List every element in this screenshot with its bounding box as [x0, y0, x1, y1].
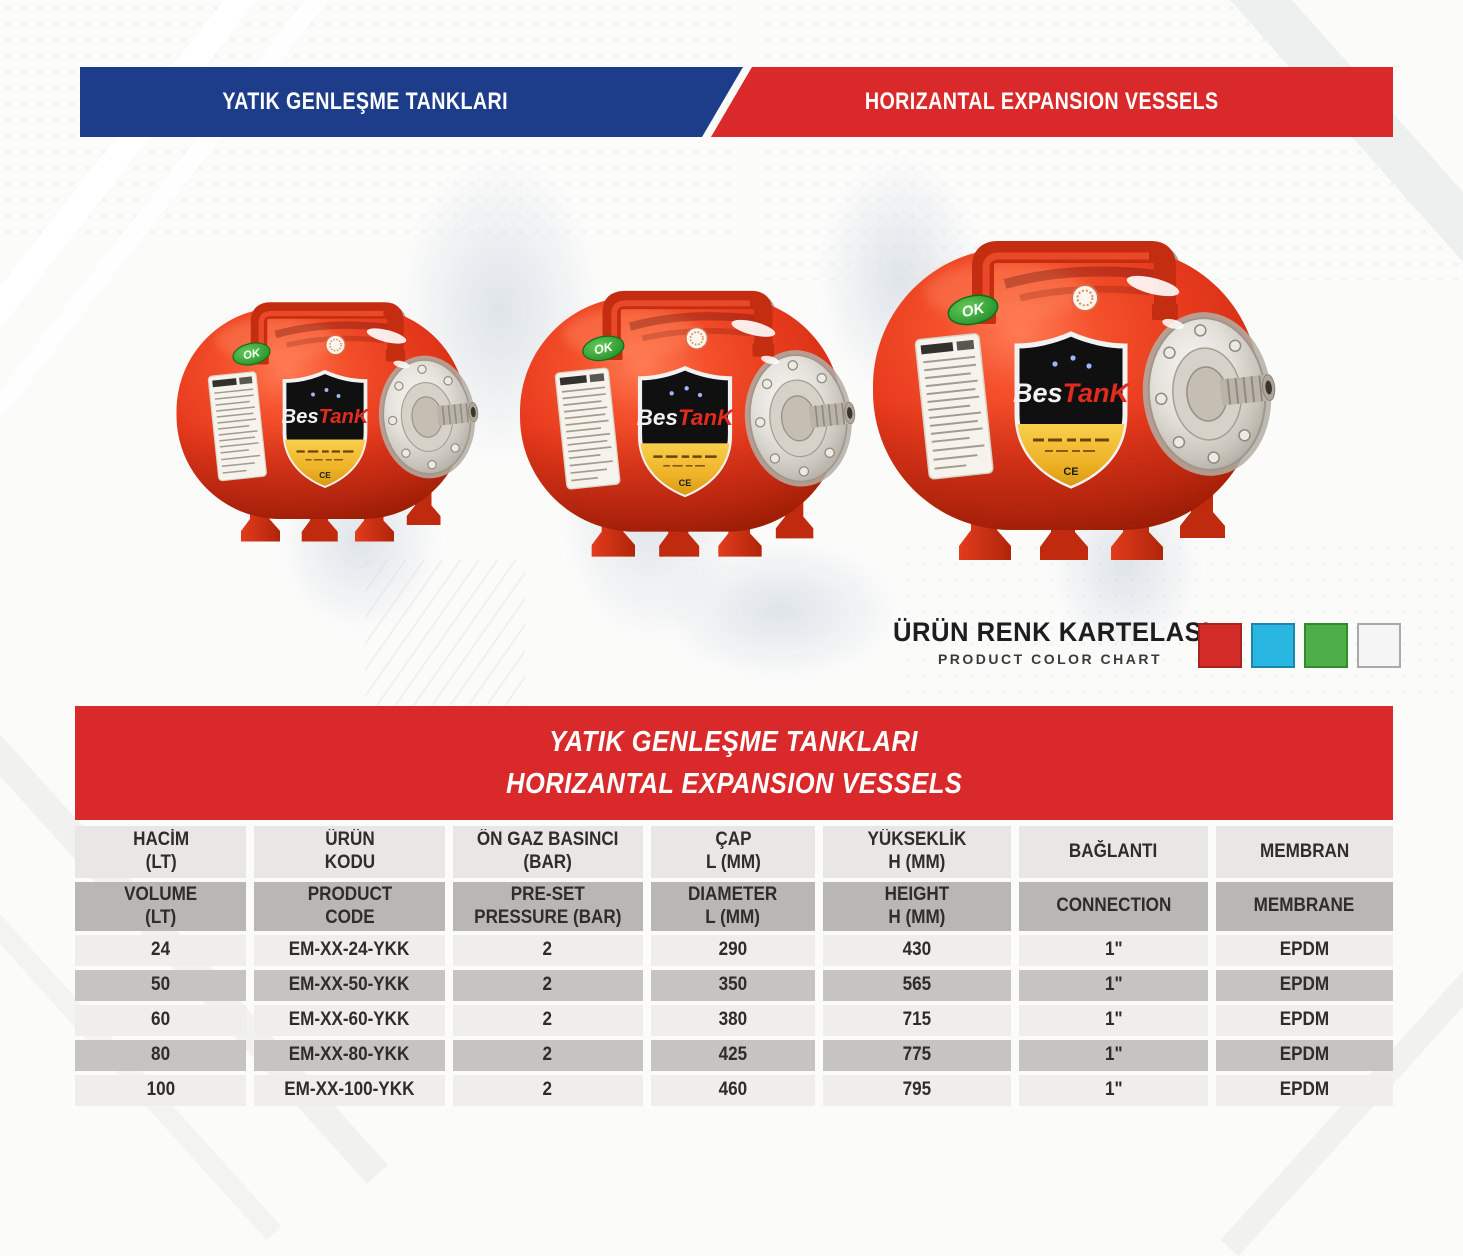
banner-english-title-text: HORIZANTAL EXPANSION VESSELS — [865, 88, 1219, 115]
table-title-line1: YATIK GENLEŞME TANKLARI — [549, 725, 919, 758]
color-swatch-cyan — [1251, 623, 1295, 668]
table-cell-r2-c1: EM-XX-60-YKK — [254, 1005, 445, 1036]
table-cell-r0-c2: 2 — [452, 935, 643, 966]
table-cell-r4-c3: 460 — [650, 1075, 816, 1106]
banner-english-title: HORIZANTAL EXPANSION VESSELS — [711, 67, 1393, 137]
color-swatch-white — [1357, 623, 1401, 668]
table-cell-r0-c1: EM-XX-24-YKK — [254, 935, 445, 966]
table-cell-r3-c6: EPDM — [1215, 1040, 1393, 1071]
product-photo-tank-small — [163, 288, 523, 558]
table-cell-r0-c4: 430 — [823, 935, 1012, 966]
product-photo-tank-large — [855, 222, 1335, 582]
table-cell-r4-c0: 100 — [75, 1075, 247, 1106]
table-header-en-0: VOLUME (LT) — [75, 882, 247, 931]
table-cell-r2-c4: 715 — [823, 1005, 1012, 1036]
diagonal-stripe-top-left-1 — [0, 0, 343, 332]
table-cell-r4-c6: EPDM — [1215, 1075, 1393, 1106]
table-cell-r3-c2: 2 — [452, 1040, 643, 1071]
table-cell-r2-c0: 60 — [75, 1005, 247, 1036]
table-cell-r1-c6: EPDM — [1215, 970, 1393, 1001]
table-cell-r1-c4: 565 — [823, 970, 1012, 1001]
table-cell-r2-c5: 1" — [1019, 1005, 1208, 1036]
table-cell-r1-c3: 350 — [650, 970, 816, 1001]
table-cell-r0-c3: 290 — [650, 935, 816, 966]
table-header-en-3: DIAMETER L (MM) — [650, 882, 816, 931]
table-cell-r3-c3: 425 — [650, 1040, 816, 1071]
table-header-tr-0: HACİM (LT) — [75, 826, 247, 878]
table-header-en-5: CONNECTION — [1019, 882, 1208, 931]
banner-turkish-title: YATIK GENLEŞME TANKLARI — [80, 67, 743, 137]
table-cell-r0-c5: 1" — [1019, 935, 1208, 966]
diagonal-lines-mid-left — [365, 560, 525, 705]
table-cell-r1-c1: EM-XX-50-YKK — [254, 970, 445, 1001]
banner-turkish-title-text: YATIK GENLEŞME TANKLARI — [222, 88, 509, 115]
table-header-tr-3: ÇAP L (MM) — [650, 826, 816, 878]
spec-table: HACİM (LT) ÜRÜN KODU ÖN GAZ BASINCI (BAR) Ç… — [75, 826, 1393, 1106]
table-cell-r0-c0: 24 — [75, 935, 247, 966]
table-cell-r4-c2: 2 — [452, 1075, 643, 1106]
table-header-en-6: MEMBRANE — [1215, 882, 1393, 931]
product-photo-tank-medium — [505, 275, 905, 575]
table-cell-r2-c2: 2 — [452, 1005, 643, 1036]
table-cell-r3-c5: 1" — [1019, 1040, 1208, 1071]
table-header-en-4: HEIGHT H (MM) — [823, 882, 1012, 931]
table-header-tr-5: BAĞLANTI — [1019, 826, 1208, 878]
table-cell-r4-c1: EM-XX-100-YKK — [254, 1075, 445, 1106]
table-header-tr-2: ÖN GAZ BASINCI (BAR) — [452, 826, 643, 878]
table-title-banner: YATIK GENLEŞME TANKLARI HORIZANTAL EXPAN… — [75, 706, 1393, 820]
table-title-line2: HORIZANTAL EXPANSION VESSELS — [505, 767, 963, 800]
table-cell-r1-c5: 1" — [1019, 970, 1208, 1001]
table-cell-r3-c4: 775 — [823, 1040, 1012, 1071]
table-header-tr-1: ÜRÜN KODU — [254, 826, 445, 878]
color-swatch-green — [1304, 623, 1348, 668]
color-chart-title-en: PRODUCT COLOR CHART — [937, 651, 1163, 667]
color-chart-title-tr: ÜRÜN RENK KARTELASI — [893, 617, 1210, 647]
table-cell-r2-c6: EPDM — [1215, 1005, 1393, 1036]
color-swatch-row — [1198, 623, 1401, 668]
table-header-tr-4: YÜKSEKLİK H (MM) — [823, 826, 1012, 878]
table-header-en-1: PRODUCT CODE — [254, 882, 445, 931]
table-cell-r0-c6: EPDM — [1215, 935, 1393, 966]
table-cell-r1-c0: 50 — [75, 970, 247, 1001]
color-swatch-red — [1198, 623, 1242, 668]
table-header-tr-6: MEMBRAN — [1215, 826, 1393, 878]
table-cell-r4-c5: 1" — [1019, 1075, 1208, 1106]
table-cell-r4-c4: 795 — [823, 1075, 1012, 1106]
table-cell-r2-c3: 380 — [650, 1005, 816, 1036]
table-cell-r3-c0: 80 — [75, 1040, 247, 1071]
table-cell-r3-c1: EM-XX-80-YKK — [254, 1040, 445, 1071]
table-header-en-2: PRE-SET PRESSURE (BAR) — [452, 882, 643, 931]
table-cell-r1-c2: 2 — [452, 970, 643, 1001]
